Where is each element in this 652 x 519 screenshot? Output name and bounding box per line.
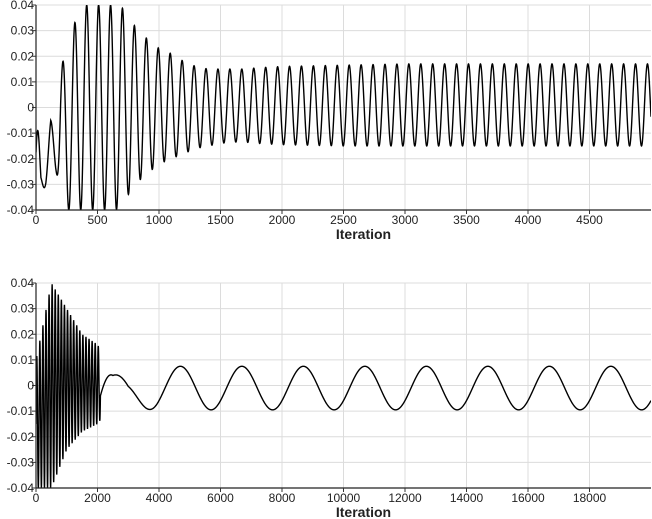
y-tick-label: -0.02 [7, 152, 35, 166]
x-tick-label: 4000 [146, 491, 173, 505]
x-tick-label: 8000 [269, 491, 296, 505]
y-tick-label: 0.04 [11, 0, 35, 12]
x-tick-label: 16000 [511, 491, 545, 505]
y-tick-label: 0.01 [11, 75, 35, 89]
series-top [36, 5, 651, 210]
series-line [36, 284, 651, 488]
x-tick-label: 1500 [207, 213, 234, 227]
y-tick-label: 0.03 [11, 302, 35, 316]
x-ticks-bottom: 0 2000 4000 6000 8000 10000 12000 14000 16000 180… [33, 488, 607, 505]
x-tick-label: 4000 [515, 213, 542, 227]
x-tick-label: 6000 [207, 491, 234, 505]
x-tick-label: 10000 [327, 491, 361, 505]
chart-panel-bottom: -0.04 -0.03 -0.02 -0.01 0 0.01 0.02 0.03 0.04 0 2… [7, 276, 651, 519]
x-tick-label: 2000 [269, 213, 296, 227]
x-axis-label-top: Iteration [336, 226, 391, 242]
y-tick-label: 0.03 [11, 24, 35, 38]
chart-panel-top: -0.04 -0.03 -0.02 -0.01 0 0.01 0.02 0.03 0.04 0 5… [7, 0, 651, 242]
series-bottom [36, 284, 651, 488]
y-tick-label: 0 [27, 101, 34, 115]
x-axis-label-bottom: Iteration [336, 504, 391, 519]
x-tick-label: 1000 [146, 213, 173, 227]
y-tick-label: -0.03 [7, 455, 35, 469]
y-tick-label: -0.03 [7, 177, 35, 191]
x-tick-label: 0 [33, 491, 40, 505]
y-tick-label: 0.02 [11, 327, 35, 341]
x-tick-label: 4500 [576, 213, 603, 227]
grid-bottom [35, 282, 651, 489]
y-tick-label: -0.04 [7, 481, 35, 495]
x-tick-label: 500 [87, 213, 107, 227]
y-tick-label: 0.04 [11, 276, 35, 290]
x-tick-label: 14000 [450, 491, 484, 505]
y-tick-label: 0.01 [11, 353, 35, 367]
x-ticks-top: 0 500 1000 1500 2000 2500 3000 3500 4000 4500 [33, 210, 603, 227]
x-tick-label: 3500 [453, 213, 480, 227]
y-tick-label: -0.02 [7, 430, 35, 444]
y-tick-label: 0.02 [11, 49, 35, 63]
series-line [36, 5, 651, 210]
x-tick-label: 2500 [330, 213, 357, 227]
y-ticks-bottom: -0.04 -0.03 -0.02 -0.01 0 0.01 0.02 0.03 0.04 [7, 276, 36, 495]
x-tick-label: 12000 [388, 491, 422, 505]
y-tick-label: -0.01 [7, 404, 35, 418]
grid-top [35, 4, 651, 211]
y-tick-label: -0.04 [7, 203, 35, 217]
y-tick-label: 0 [27, 379, 34, 393]
x-tick-label: 0 [33, 213, 40, 227]
x-tick-label: 18000 [573, 491, 607, 505]
x-tick-label: 3000 [392, 213, 419, 227]
y-tick-label: -0.01 [7, 126, 35, 140]
x-tick-label: 2000 [84, 491, 111, 505]
y-ticks-top: -0.04 -0.03 -0.02 -0.01 0 0.01 0.02 0.03 0.04 [7, 0, 36, 217]
